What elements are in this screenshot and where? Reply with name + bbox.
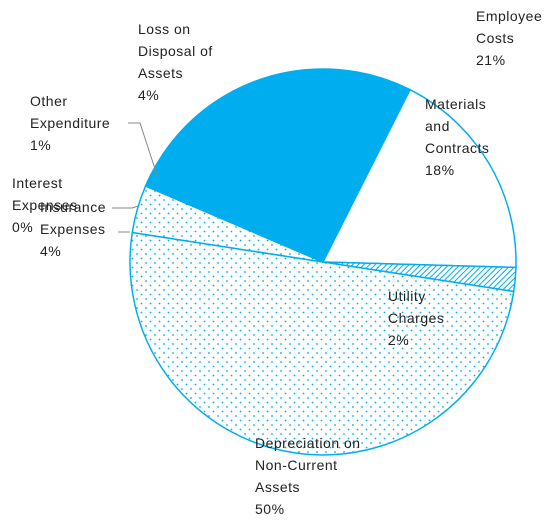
slice-name: Employee Costs: [476, 8, 543, 46]
slice-label: Insurance Expenses 4%: [40, 196, 130, 262]
slice-label: Loss on Disposal of Assets 4%: [138, 18, 220, 106]
pie-slice: [149, 133, 324, 263]
slice-name: Interest Expenses: [12, 175, 78, 213]
leader-line: [128, 122, 159, 179]
pie-slice: [176, 68, 412, 264]
pie-slice: [129, 231, 515, 456]
slice-value: 50%: [255, 501, 285, 517]
slice-name: Utility Charges: [388, 288, 445, 326]
slice-name: Insurance Expenses: [40, 199, 106, 237]
slice-name: Other Expenditure: [30, 93, 111, 131]
slice-value: 4%: [40, 243, 62, 259]
slice-label: Materials and Contracts 18%: [425, 93, 505, 181]
pie-slice: [321, 88, 517, 269]
slice-value: 18%: [425, 162, 455, 178]
slice-value: 1%: [30, 137, 52, 153]
slice-label: Depreciation on Non-Current Assets 50%: [255, 432, 375, 520]
slice-label: Employee Costs 21%: [476, 5, 556, 71]
slice-value: 0%: [12, 219, 34, 235]
leader-line: [112, 205, 139, 209]
slice-name: Depreciation on Non-Current Assets: [255, 435, 361, 495]
slice-value: 4%: [138, 87, 160, 103]
slice-value: 2%: [388, 332, 410, 348]
pie: [129, 68, 517, 456]
slice-name: Loss on Disposal of Assets: [138, 21, 213, 81]
leader-lines: [112, 122, 159, 233]
slice-value: 21%: [476, 52, 506, 68]
slice-label: Interest Expenses 0%: [12, 172, 82, 238]
slice-label: Other Expenditure 1%: [30, 90, 140, 156]
slice-name: Materials and Contracts: [425, 96, 490, 156]
slice-label: Utility Charges 2%: [388, 285, 460, 351]
